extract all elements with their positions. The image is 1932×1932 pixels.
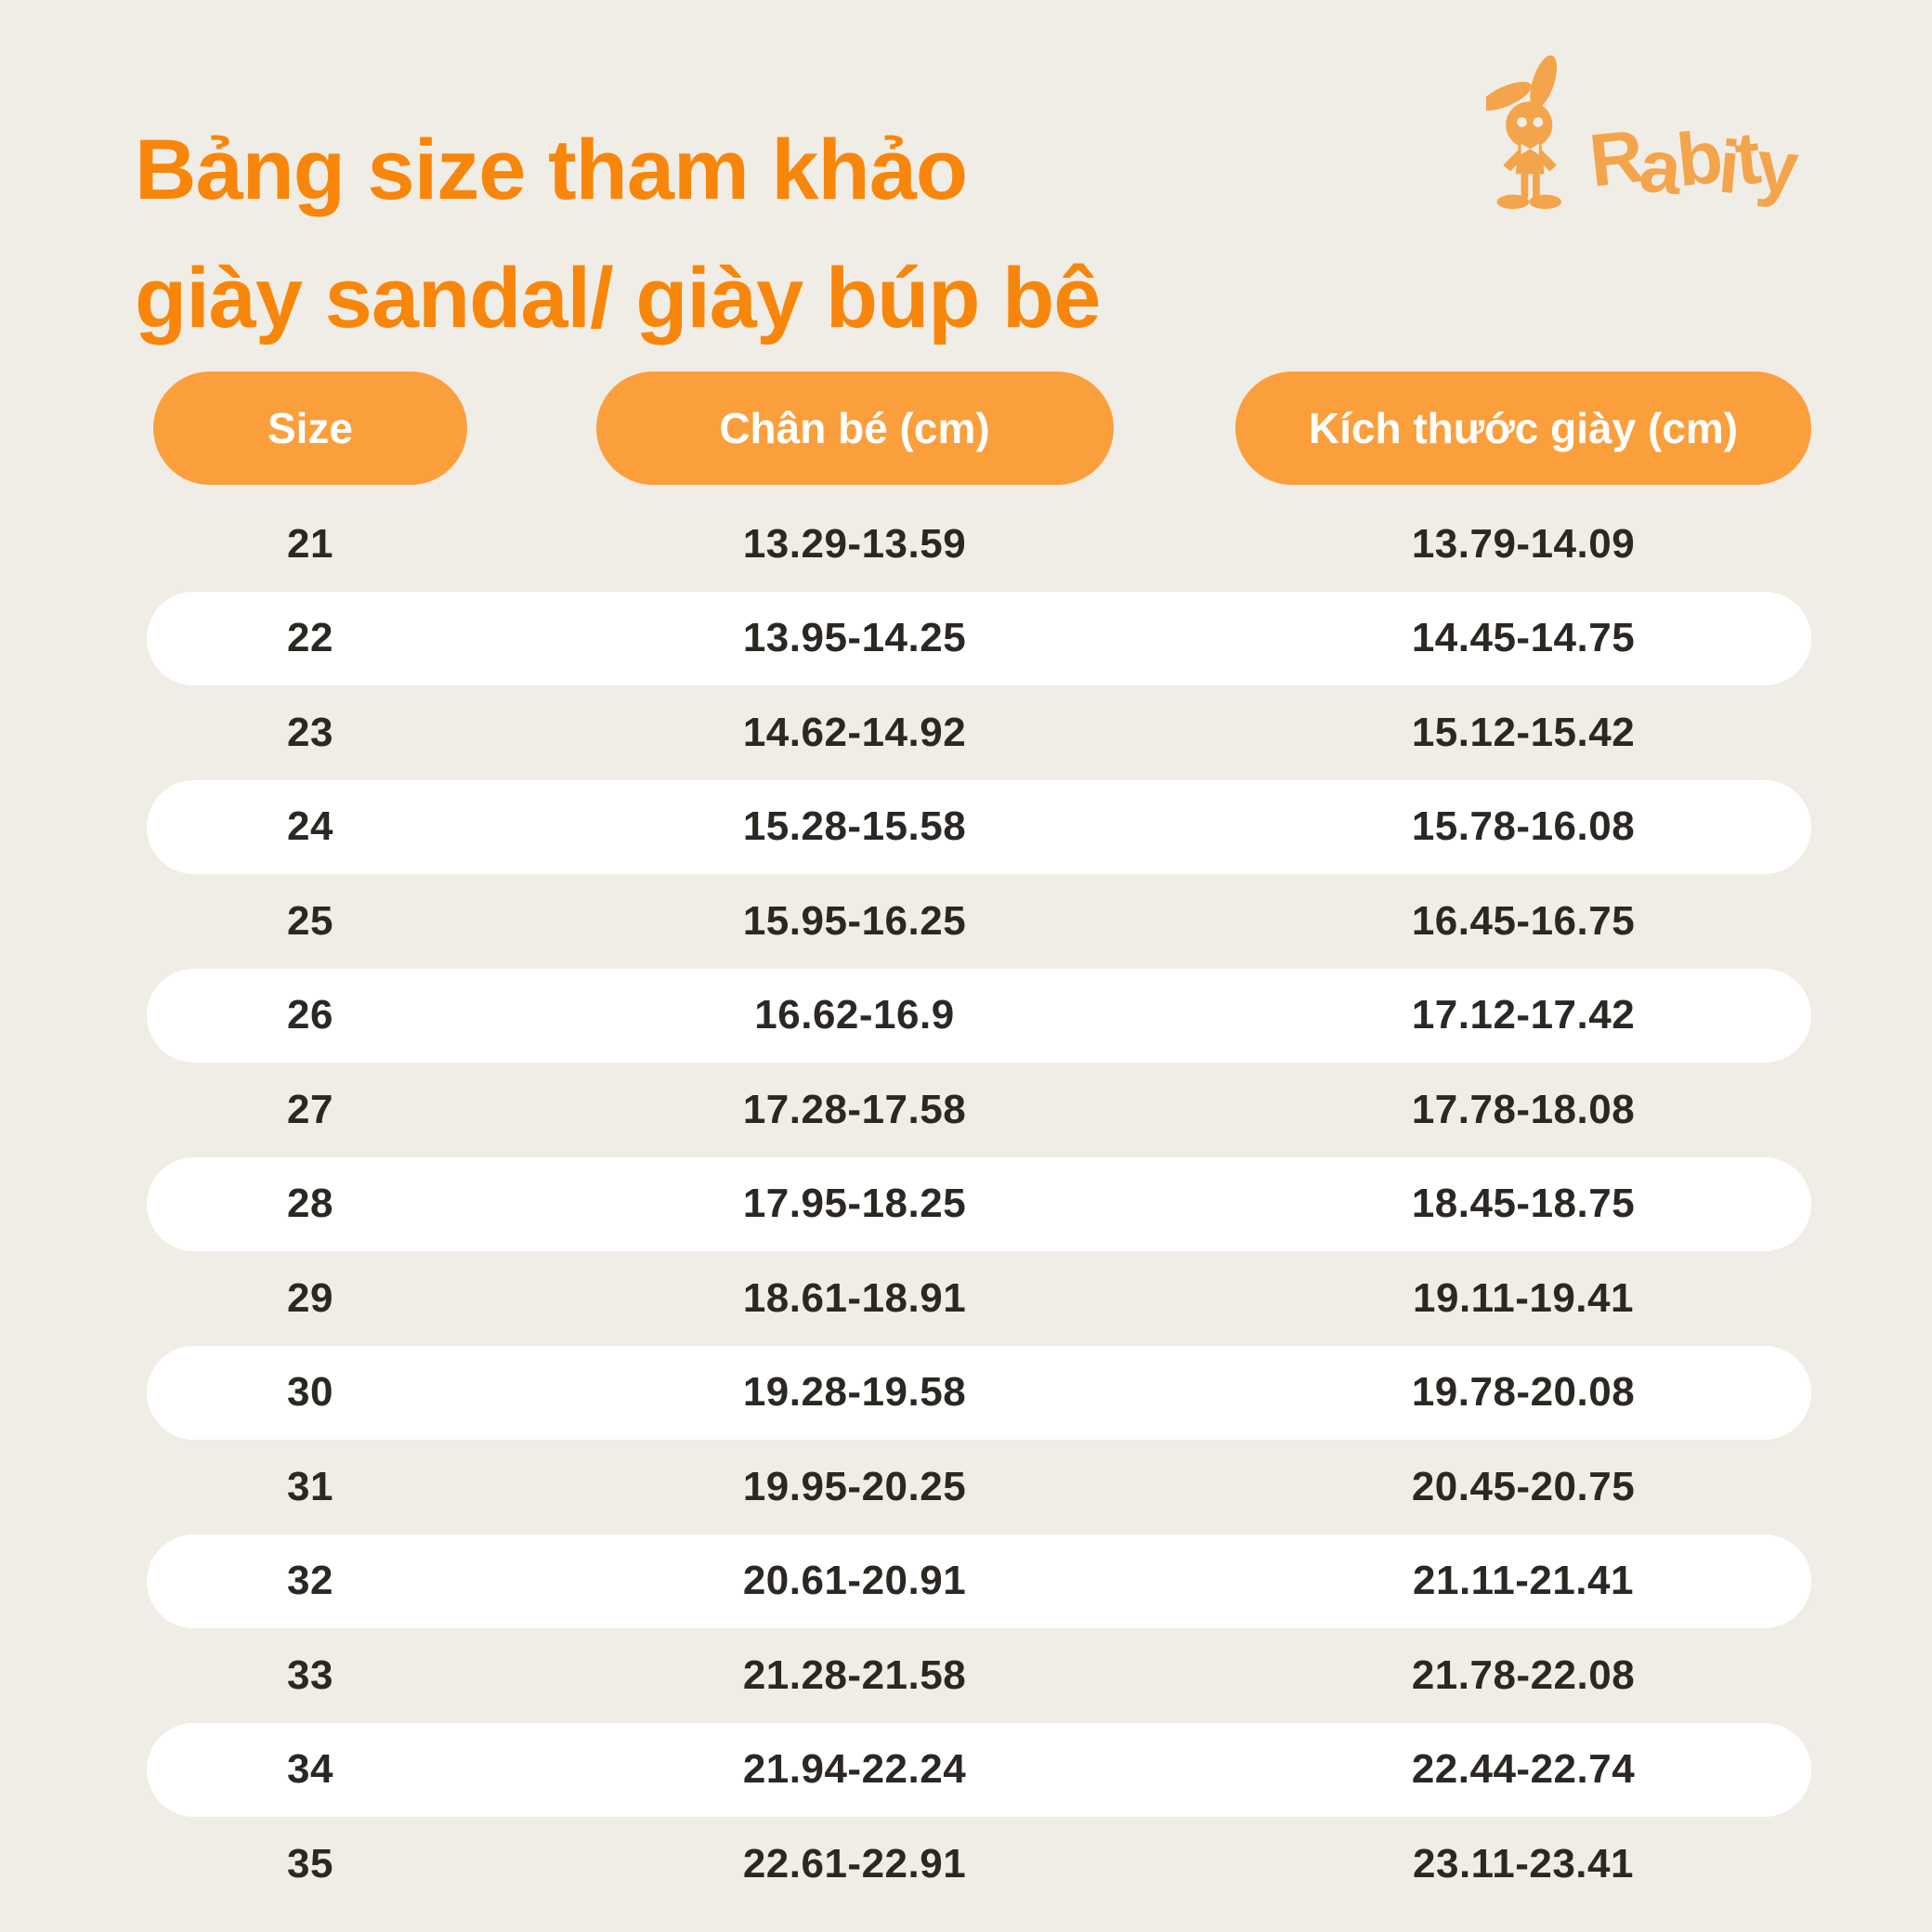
cell-shoe: 21.78-22.08: [1411, 1651, 1636, 1698]
table-body: 21 13.29-13.59 13.79-14.09 22 13.95-14.25 14.…: [147, 497, 1811, 1912]
cell-size: 26: [287, 992, 333, 1038]
cell-shoe: 17.78-18.08: [1411, 1086, 1636, 1132]
rabbit-icon: [1486, 55, 1561, 209]
logo-letter: a: [1636, 124, 1681, 210]
table-row: 31 19.95-20.25 20.45-20.75: [147, 1440, 1811, 1534]
header-pill-foot: Chân bé (cm): [595, 372, 1114, 485]
page-title: Bảng size tham khảo giày sandal/ giày bú…: [135, 106, 1101, 362]
table-row: 23 14.62-14.92 15.12-15.42: [147, 685, 1811, 780]
cell-foot: 17.28-17.58: [742, 1086, 967, 1132]
cell-size: 32: [287, 1558, 333, 1604]
cell-foot: 17.95-18.25: [742, 1181, 967, 1227]
cell-shoe: 19.11-19.41: [1413, 1274, 1634, 1321]
cell-foot: 19.28-19.58: [742, 1369, 967, 1416]
cell-shoe: 14.45-14.75: [1411, 615, 1636, 661]
table-row: 26 16.62-16.9 17.12-17.42: [147, 968, 1811, 1063]
logo-letter: y: [1753, 124, 1798, 210]
cell-shoe: 17.12-17.42: [1411, 992, 1636, 1038]
header-cell-shoe: Kích thước giày (cm): [1235, 372, 1811, 485]
cell-size: 33: [287, 1651, 333, 1698]
cell-foot: 22.61-22.91: [742, 1840, 967, 1886]
table-row: 32 20.61-20.91 21.11-21.41: [147, 1534, 1811, 1628]
header-cell-size: Size: [147, 372, 474, 485]
cell-size: 22: [287, 615, 333, 661]
table-header-row: Size Chân bé (cm) Kích thước giày (cm): [147, 372, 1811, 485]
cell-foot: 15.28-15.58: [742, 803, 967, 850]
table-row: 25 15.95-16.25 16.45-16.75: [147, 874, 1811, 969]
table-row: 28 17.95-18.25 18.45-18.75: [147, 1156, 1811, 1251]
cell-shoe: 18.45-18.75: [1411, 1181, 1636, 1227]
cell-size: 31: [287, 1463, 333, 1509]
cell-size: 34: [287, 1746, 333, 1793]
table-row: 22 13.95-14.25 14.45-14.75: [147, 591, 1811, 685]
header-pill-shoe: Kích thước giày (cm): [1235, 372, 1811, 485]
table-row: 29 18.61-18.91 19.11-19.41: [147, 1251, 1811, 1346]
title-line-2: giày sandal/ giày búp bê: [135, 250, 1101, 346]
size-table: Size Chân bé (cm) Kích thước giày (cm) 2…: [147, 372, 1811, 1912]
cell-shoe: 20.45-20.75: [1411, 1463, 1636, 1509]
cell-shoe: 21.11-21.41: [1413, 1558, 1634, 1604]
cell-size: 35: [287, 1840, 333, 1886]
table-row: 27 17.28-17.58 17.78-18.08: [147, 1063, 1811, 1157]
logo-letter: R: [1586, 114, 1644, 202]
cell-size: 28: [287, 1181, 333, 1227]
cell-size: 27: [287, 1086, 333, 1132]
cell-shoe: 16.45-16.75: [1411, 897, 1636, 944]
header-pill-size: Size: [153, 372, 467, 485]
cell-foot: 16.62-16.9: [754, 992, 955, 1038]
table-row: 35 22.61-22.91 23.11-23.41: [147, 1817, 1811, 1912]
cell-foot: 15.95-16.25: [742, 897, 967, 944]
header-cell-foot: Chân bé (cm): [474, 372, 1235, 485]
cell-size: 29: [287, 1274, 333, 1321]
cell-size: 23: [287, 709, 333, 755]
cell-foot: 20.61-20.91: [742, 1558, 967, 1604]
cell-shoe: 15.78-16.08: [1411, 803, 1636, 850]
cell-foot: 13.95-14.25: [742, 615, 967, 661]
header-label-shoe: Kích thước giày (cm): [1308, 404, 1739, 452]
cell-shoe: 15.12-15.42: [1411, 709, 1636, 755]
table-row: 34 21.94-22.24 22.44-22.74: [147, 1722, 1811, 1817]
cell-foot: 21.94-22.24: [742, 1746, 967, 1793]
cell-shoe: 13.79-14.09: [1411, 520, 1636, 567]
cell-size: 30: [287, 1369, 333, 1416]
table-row: 33 21.28-21.58 21.78-22.08: [147, 1628, 1811, 1723]
title-line-1: Bảng size tham khảo: [135, 122, 968, 217]
header-label-size: Size: [267, 404, 354, 452]
cell-shoe: 19.78-20.08: [1411, 1369, 1636, 1416]
logo-letter: b: [1673, 114, 1724, 202]
cell-foot: 13.29-13.59: [742, 520, 967, 567]
table-row: 21 13.29-13.59 13.79-14.09: [147, 497, 1811, 592]
header-label-foot: Chân bé (cm): [719, 404, 990, 452]
cell-foot: 19.95-20.25: [742, 1463, 967, 1509]
cell-size: 25: [287, 897, 333, 944]
cell-foot: 21.28-21.58: [742, 1651, 967, 1698]
cell-shoe: 23.11-23.41: [1413, 1840, 1634, 1886]
table-row: 24 15.28-15.58 15.78-16.08: [147, 779, 1811, 874]
cell-size: 21: [287, 520, 333, 567]
table-row: 30 19.28-19.58 19.78-20.08: [147, 1345, 1811, 1440]
cell-foot: 14.62-14.92: [742, 709, 967, 755]
cell-size: 24: [287, 803, 333, 850]
cell-shoe: 22.44-22.74: [1411, 1746, 1636, 1793]
cell-foot: 18.61-18.91: [742, 1274, 967, 1321]
